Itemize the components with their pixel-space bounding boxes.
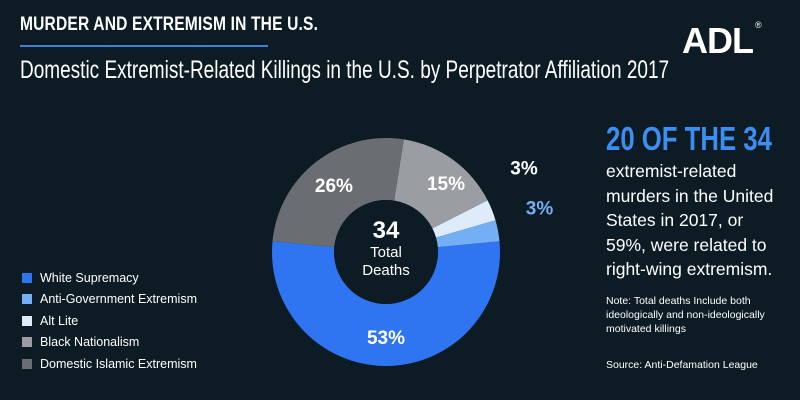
section-kicker: MURDER AND EXTREMISM IN THE U.S. [20, 14, 319, 35]
logo-registered-mark: ® [755, 20, 762, 30]
legend-label: Alt Lite [40, 313, 79, 328]
center-total-label-line2: Deaths [362, 262, 410, 279]
slice-white-supremacy [272, 241, 500, 367]
legend-swatch [22, 294, 32, 305]
legend-item: Black Nationalism [22, 332, 197, 354]
donut-hole [334, 200, 438, 304]
kicker-underline [20, 45, 268, 47]
stat-description: extremist-related murders in the United … [606, 161, 774, 279]
legend-swatch [22, 358, 32, 369]
footnote: Note: Total deaths Include both ideologi… [606, 295, 765, 335]
legend-label: Black Nationalism [40, 335, 140, 350]
slice-label-anti-government-extremism: 3% [526, 198, 554, 219]
slice-black-nationalism [394, 139, 488, 229]
donut-slices [272, 138, 500, 367]
center-total-label-line1: Total [370, 244, 402, 261]
logo-text: ADL [682, 20, 754, 61]
slice-label-black-nationalism: 15% [427, 174, 465, 195]
slice-label-domestic-islamic-extremism: 26% [315, 176, 353, 197]
legend-item: White Supremacy [22, 267, 197, 289]
legend-label: Domestic Islamic Extremism [40, 356, 197, 371]
center-total-value: 34 [373, 217, 400, 244]
legend-swatch [22, 315, 32, 326]
slice-label-alt-lite: 3% [510, 159, 538, 180]
legend-item: Domestic Islamic Extremism [22, 353, 197, 375]
slice-anti-government-extremism [435, 220, 500, 248]
slice-domestic-islamic-extremism [272, 138, 404, 248]
chart-title: Domestic Extremist-Related Killings in t… [20, 56, 670, 84]
slice-alt-lite [432, 200, 496, 238]
legend-swatch [22, 272, 32, 283]
slice-label-white-supremacy: 53% [367, 328, 405, 349]
legend-label: White Supremacy [40, 270, 139, 285]
adl-logo: ADL ® [682, 20, 762, 62]
donut-slice-labels: 53% 3% 3% 15% 26% [315, 159, 553, 349]
chart-legend: White Supremacy Anti-Government Extremism… [22, 267, 197, 375]
source-credit: Source: Anti-Defamation League [606, 359, 758, 371]
stat-headline: 20 OF THE 34 [606, 120, 772, 157]
legend-swatch [22, 337, 32, 348]
legend-item: Alt Lite [22, 310, 197, 332]
legend-item: Anti-Government Extremism [22, 289, 197, 311]
legend-label: Anti-Government Extremism [40, 292, 197, 307]
donut-center: 34 Total Deaths [362, 217, 410, 279]
